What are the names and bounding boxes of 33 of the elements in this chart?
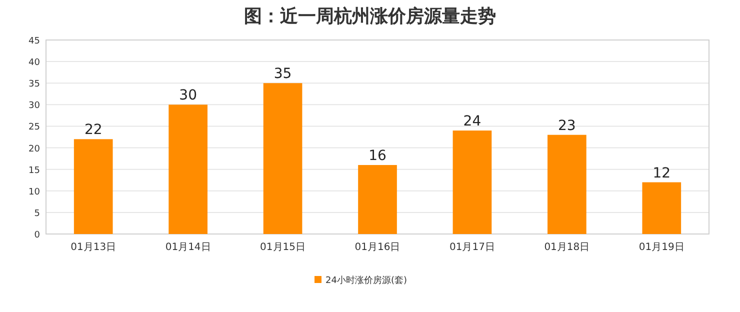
y-tick-label: 15 [28, 166, 40, 176]
bar [548, 134, 586, 234]
bar [642, 182, 682, 234]
bar [263, 83, 302, 234]
data-label: 35 [274, 66, 292, 82]
y-tick-label: 45 [28, 36, 40, 46]
x-tick-label: 01月18日 [544, 242, 590, 253]
data-label: 24 [463, 114, 482, 130]
x-tick-label: 01月19日 [638, 242, 684, 253]
chart-title: 图：近一周杭州涨价房源量走势 [244, 6, 496, 27]
y-tick-label: 30 [28, 101, 40, 112]
bar [74, 139, 113, 234]
x-tick-label: 01月17日 [449, 242, 495, 253]
y-tick-label: 0 [34, 230, 40, 240]
y-tick-label: 35 [28, 80, 40, 90]
data-label: 30 [179, 88, 197, 104]
y-tick-label: 5 [34, 208, 40, 219]
data-label: 23 [558, 118, 576, 134]
bar [452, 130, 492, 234]
legend-label: 24小时涨价房源(套) [326, 275, 407, 286]
bar [168, 104, 208, 234]
x-tick-label: 01月14日 [165, 242, 211, 253]
x-tick-label: 01月15日 [260, 242, 306, 253]
x-tick-label: 01月13日 [70, 242, 116, 253]
bar [358, 165, 397, 234]
data-label: 22 [84, 122, 102, 138]
y-tick-label: 20 [28, 144, 40, 154]
y-tick-label: 40 [28, 58, 40, 68]
y-tick-label: 25 [28, 122, 40, 133]
x-tick-label: 01月16日 [354, 242, 400, 253]
data-label: 16 [368, 148, 386, 164]
y-tick-label: 10 [28, 187, 40, 198]
data-label: 12 [652, 165, 671, 182]
